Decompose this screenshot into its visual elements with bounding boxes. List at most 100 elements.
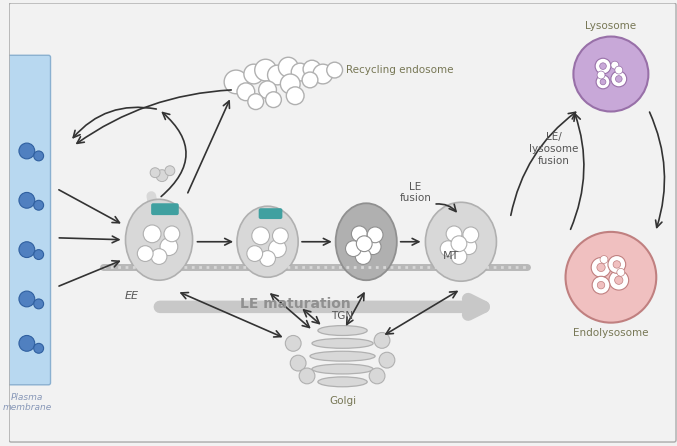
Circle shape	[446, 226, 462, 242]
Circle shape	[278, 57, 298, 77]
Circle shape	[600, 79, 606, 85]
Circle shape	[367, 227, 383, 243]
FancyBboxPatch shape	[151, 203, 179, 215]
FancyBboxPatch shape	[7, 55, 51, 385]
Circle shape	[252, 227, 269, 245]
Circle shape	[609, 270, 629, 290]
Circle shape	[313, 64, 332, 84]
Text: Plasma
membrane: Plasma membrane	[2, 392, 51, 412]
Circle shape	[345, 241, 362, 256]
Circle shape	[592, 276, 610, 294]
Circle shape	[600, 256, 608, 264]
Circle shape	[160, 238, 178, 256]
Circle shape	[267, 65, 287, 85]
Ellipse shape	[125, 199, 192, 280]
Circle shape	[591, 257, 611, 277]
Circle shape	[351, 226, 367, 242]
Circle shape	[299, 368, 315, 384]
Circle shape	[451, 249, 467, 264]
Circle shape	[237, 83, 255, 101]
Circle shape	[463, 227, 479, 243]
Circle shape	[273, 228, 288, 244]
Circle shape	[150, 168, 160, 178]
Ellipse shape	[318, 377, 367, 387]
Circle shape	[597, 263, 605, 272]
Circle shape	[613, 261, 621, 268]
Circle shape	[247, 246, 263, 261]
Circle shape	[137, 246, 153, 261]
Circle shape	[260, 251, 276, 266]
Circle shape	[34, 200, 43, 210]
Circle shape	[265, 92, 282, 107]
Text: Recycling endosome: Recycling endosome	[347, 65, 454, 75]
Circle shape	[285, 335, 301, 351]
Circle shape	[611, 61, 619, 69]
Circle shape	[19, 143, 35, 159]
Text: Golgi: Golgi	[329, 396, 356, 406]
Circle shape	[600, 63, 607, 70]
Circle shape	[19, 242, 35, 257]
Circle shape	[615, 276, 623, 285]
Ellipse shape	[425, 202, 496, 281]
Circle shape	[595, 58, 611, 74]
Circle shape	[611, 71, 627, 87]
Circle shape	[255, 59, 276, 81]
Circle shape	[34, 250, 43, 260]
Circle shape	[224, 70, 248, 94]
Text: MT: MT	[443, 252, 459, 261]
Circle shape	[596, 75, 610, 89]
Circle shape	[461, 239, 477, 255]
Circle shape	[451, 236, 467, 252]
Circle shape	[144, 225, 161, 243]
Ellipse shape	[312, 364, 373, 374]
Circle shape	[608, 256, 626, 273]
Circle shape	[374, 333, 390, 348]
Circle shape	[34, 151, 43, 161]
Circle shape	[356, 236, 372, 252]
Circle shape	[365, 239, 381, 255]
Circle shape	[369, 368, 385, 384]
Circle shape	[303, 60, 321, 78]
Text: LE maturation: LE maturation	[240, 297, 351, 311]
Text: Lysosome: Lysosome	[586, 21, 636, 31]
Circle shape	[573, 37, 649, 112]
Circle shape	[259, 81, 276, 99]
Circle shape	[34, 343, 43, 353]
Circle shape	[291, 63, 309, 81]
Circle shape	[19, 192, 35, 208]
Circle shape	[156, 170, 168, 182]
Text: Endolysosome: Endolysosome	[573, 327, 649, 338]
Circle shape	[290, 355, 306, 371]
Circle shape	[244, 64, 263, 84]
Circle shape	[597, 71, 605, 79]
Text: LE
fusion: LE fusion	[399, 182, 431, 203]
Circle shape	[327, 62, 343, 78]
Circle shape	[565, 232, 656, 322]
Circle shape	[248, 94, 263, 110]
Circle shape	[615, 66, 623, 74]
Circle shape	[280, 74, 300, 94]
Circle shape	[19, 335, 35, 351]
Circle shape	[597, 281, 605, 289]
Circle shape	[164, 226, 180, 242]
Circle shape	[617, 268, 625, 276]
Ellipse shape	[310, 351, 375, 361]
FancyBboxPatch shape	[259, 208, 282, 219]
Ellipse shape	[237, 206, 298, 277]
Text: EE: EE	[125, 291, 138, 301]
Text: LE/
lysosome
fusion: LE/ lysosome fusion	[529, 132, 578, 165]
Circle shape	[286, 87, 304, 105]
Circle shape	[440, 241, 456, 256]
Circle shape	[19, 291, 35, 307]
Ellipse shape	[336, 203, 397, 280]
Text: TGN: TGN	[332, 311, 353, 321]
Circle shape	[165, 166, 175, 176]
Ellipse shape	[312, 339, 373, 348]
Circle shape	[615, 76, 622, 82]
Circle shape	[269, 240, 286, 257]
Circle shape	[379, 352, 395, 368]
Ellipse shape	[318, 326, 367, 335]
Circle shape	[151, 249, 167, 264]
Circle shape	[34, 299, 43, 309]
Circle shape	[302, 72, 318, 88]
